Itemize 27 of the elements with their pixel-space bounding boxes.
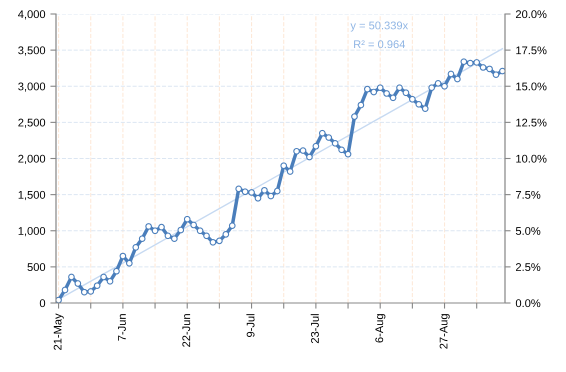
x-tick-label: 23-Jul [310,314,319,344]
annotation: R² = 0.964 [354,40,406,48]
y2-tick-label: 17.5% [516,46,547,54]
y2-tick-label: 5.0% [516,227,540,235]
y2-tick-label: 0.0% [516,299,540,308]
y2-tick-label: 2.5% [516,263,540,272]
y-tick-label: 3,000 [18,82,46,92]
x-tick-label: 21-May [54,313,64,350]
y2-tick-label: 12.5% [516,118,547,127]
y2-tick-label: 7.5% [516,190,540,199]
annotation: y = 50.339x [350,22,408,32]
y2-tick-label: 20.0% [516,10,547,18]
y2-tick-label: 15.0% [516,82,547,90]
x-tick-label: 9-Jul [246,314,255,337]
y2-tick-label: 10.0% [516,154,547,163]
y-tick-label: 1,000 [18,227,46,236]
y-tick-label: 500 [27,263,46,272]
x-tick-label: 27-Aug [440,314,450,349]
x-tick-label: 6-Aug [375,314,386,342]
y-tick-label: 3,500 [18,46,46,56]
y-tick-label: 2,000 [18,154,46,164]
x-tick-label: 7-Jun [118,314,126,341]
y-tick-label: 4,000 [18,10,46,20]
y-tick-label: 0 [40,299,46,308]
x-tick-label: 22-Jun [182,314,190,347]
y-tick-label: 2,500 [18,118,46,128]
y-tick-label: 1,500 [18,190,46,200]
